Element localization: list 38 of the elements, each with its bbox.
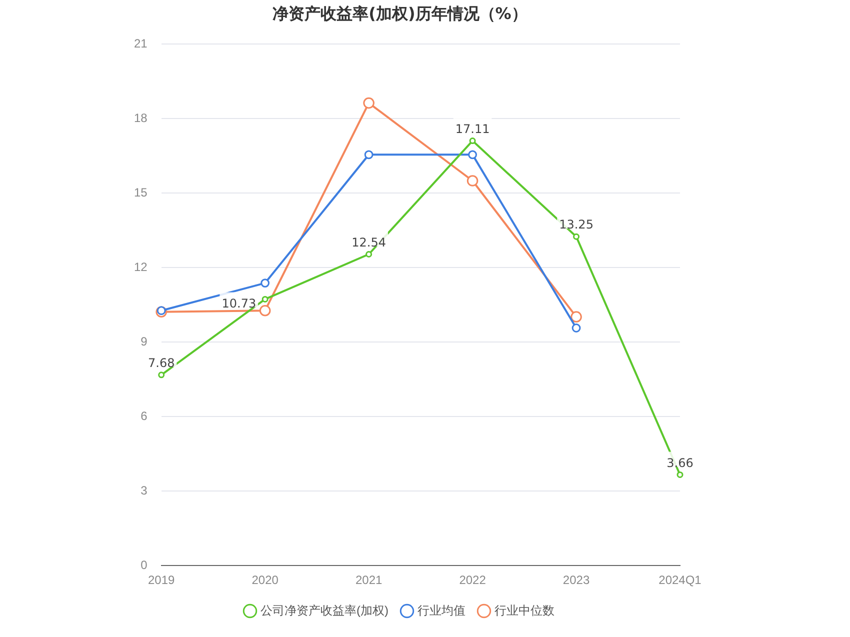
point — [573, 233, 580, 240]
point — [259, 304, 271, 316]
point — [468, 150, 477, 160]
x-tick-label: 2022 — [459, 573, 486, 588]
y-tick-label: 12 — [134, 260, 148, 274]
legend-label: 行业中位数 — [494, 603, 554, 618]
point — [676, 471, 684, 478]
legend-label: 公司净资产收益率(加权) — [260, 603, 389, 618]
point — [364, 150, 374, 160]
point — [572, 324, 581, 332]
y-tick-label: 15 — [134, 185, 148, 200]
chart-title: 净资产收益率(加权)历年情况（%） — [272, 4, 528, 23]
data-label: 17.11 — [455, 122, 490, 136]
data-label: 13.25 — [559, 218, 594, 232]
x-tick-label: 2021 — [355, 573, 382, 588]
data-label: 12.54 — [352, 235, 386, 250]
legend-label: 行业均值 — [417, 603, 466, 618]
point — [570, 311, 582, 322]
data-label: 7.68 — [148, 356, 175, 370]
data-label: 10.73 — [222, 296, 256, 310]
x-tick-label: 2024Q1 — [658, 573, 702, 588]
point — [366, 251, 372, 258]
y-tick-label: 3 — [140, 483, 148, 498]
point — [363, 97, 374, 109]
x-tick-label: 2023 — [562, 573, 590, 588]
x-tick-label: 2020 — [252, 573, 279, 588]
point — [158, 372, 165, 378]
point — [466, 175, 478, 186]
point — [262, 296, 268, 302]
y-tick-label: 0 — [140, 558, 148, 572]
y-tick-label: 9 — [140, 334, 148, 348]
point — [469, 138, 476, 144]
y-tick-label: 21 — [134, 36, 148, 51]
y-tick-label: 6 — [140, 408, 148, 423]
y-tick-label: 18 — [134, 111, 148, 125]
x-tick-label: 2019 — [148, 573, 176, 588]
point — [260, 278, 270, 288]
data-label: 3.66 — [666, 456, 694, 470]
